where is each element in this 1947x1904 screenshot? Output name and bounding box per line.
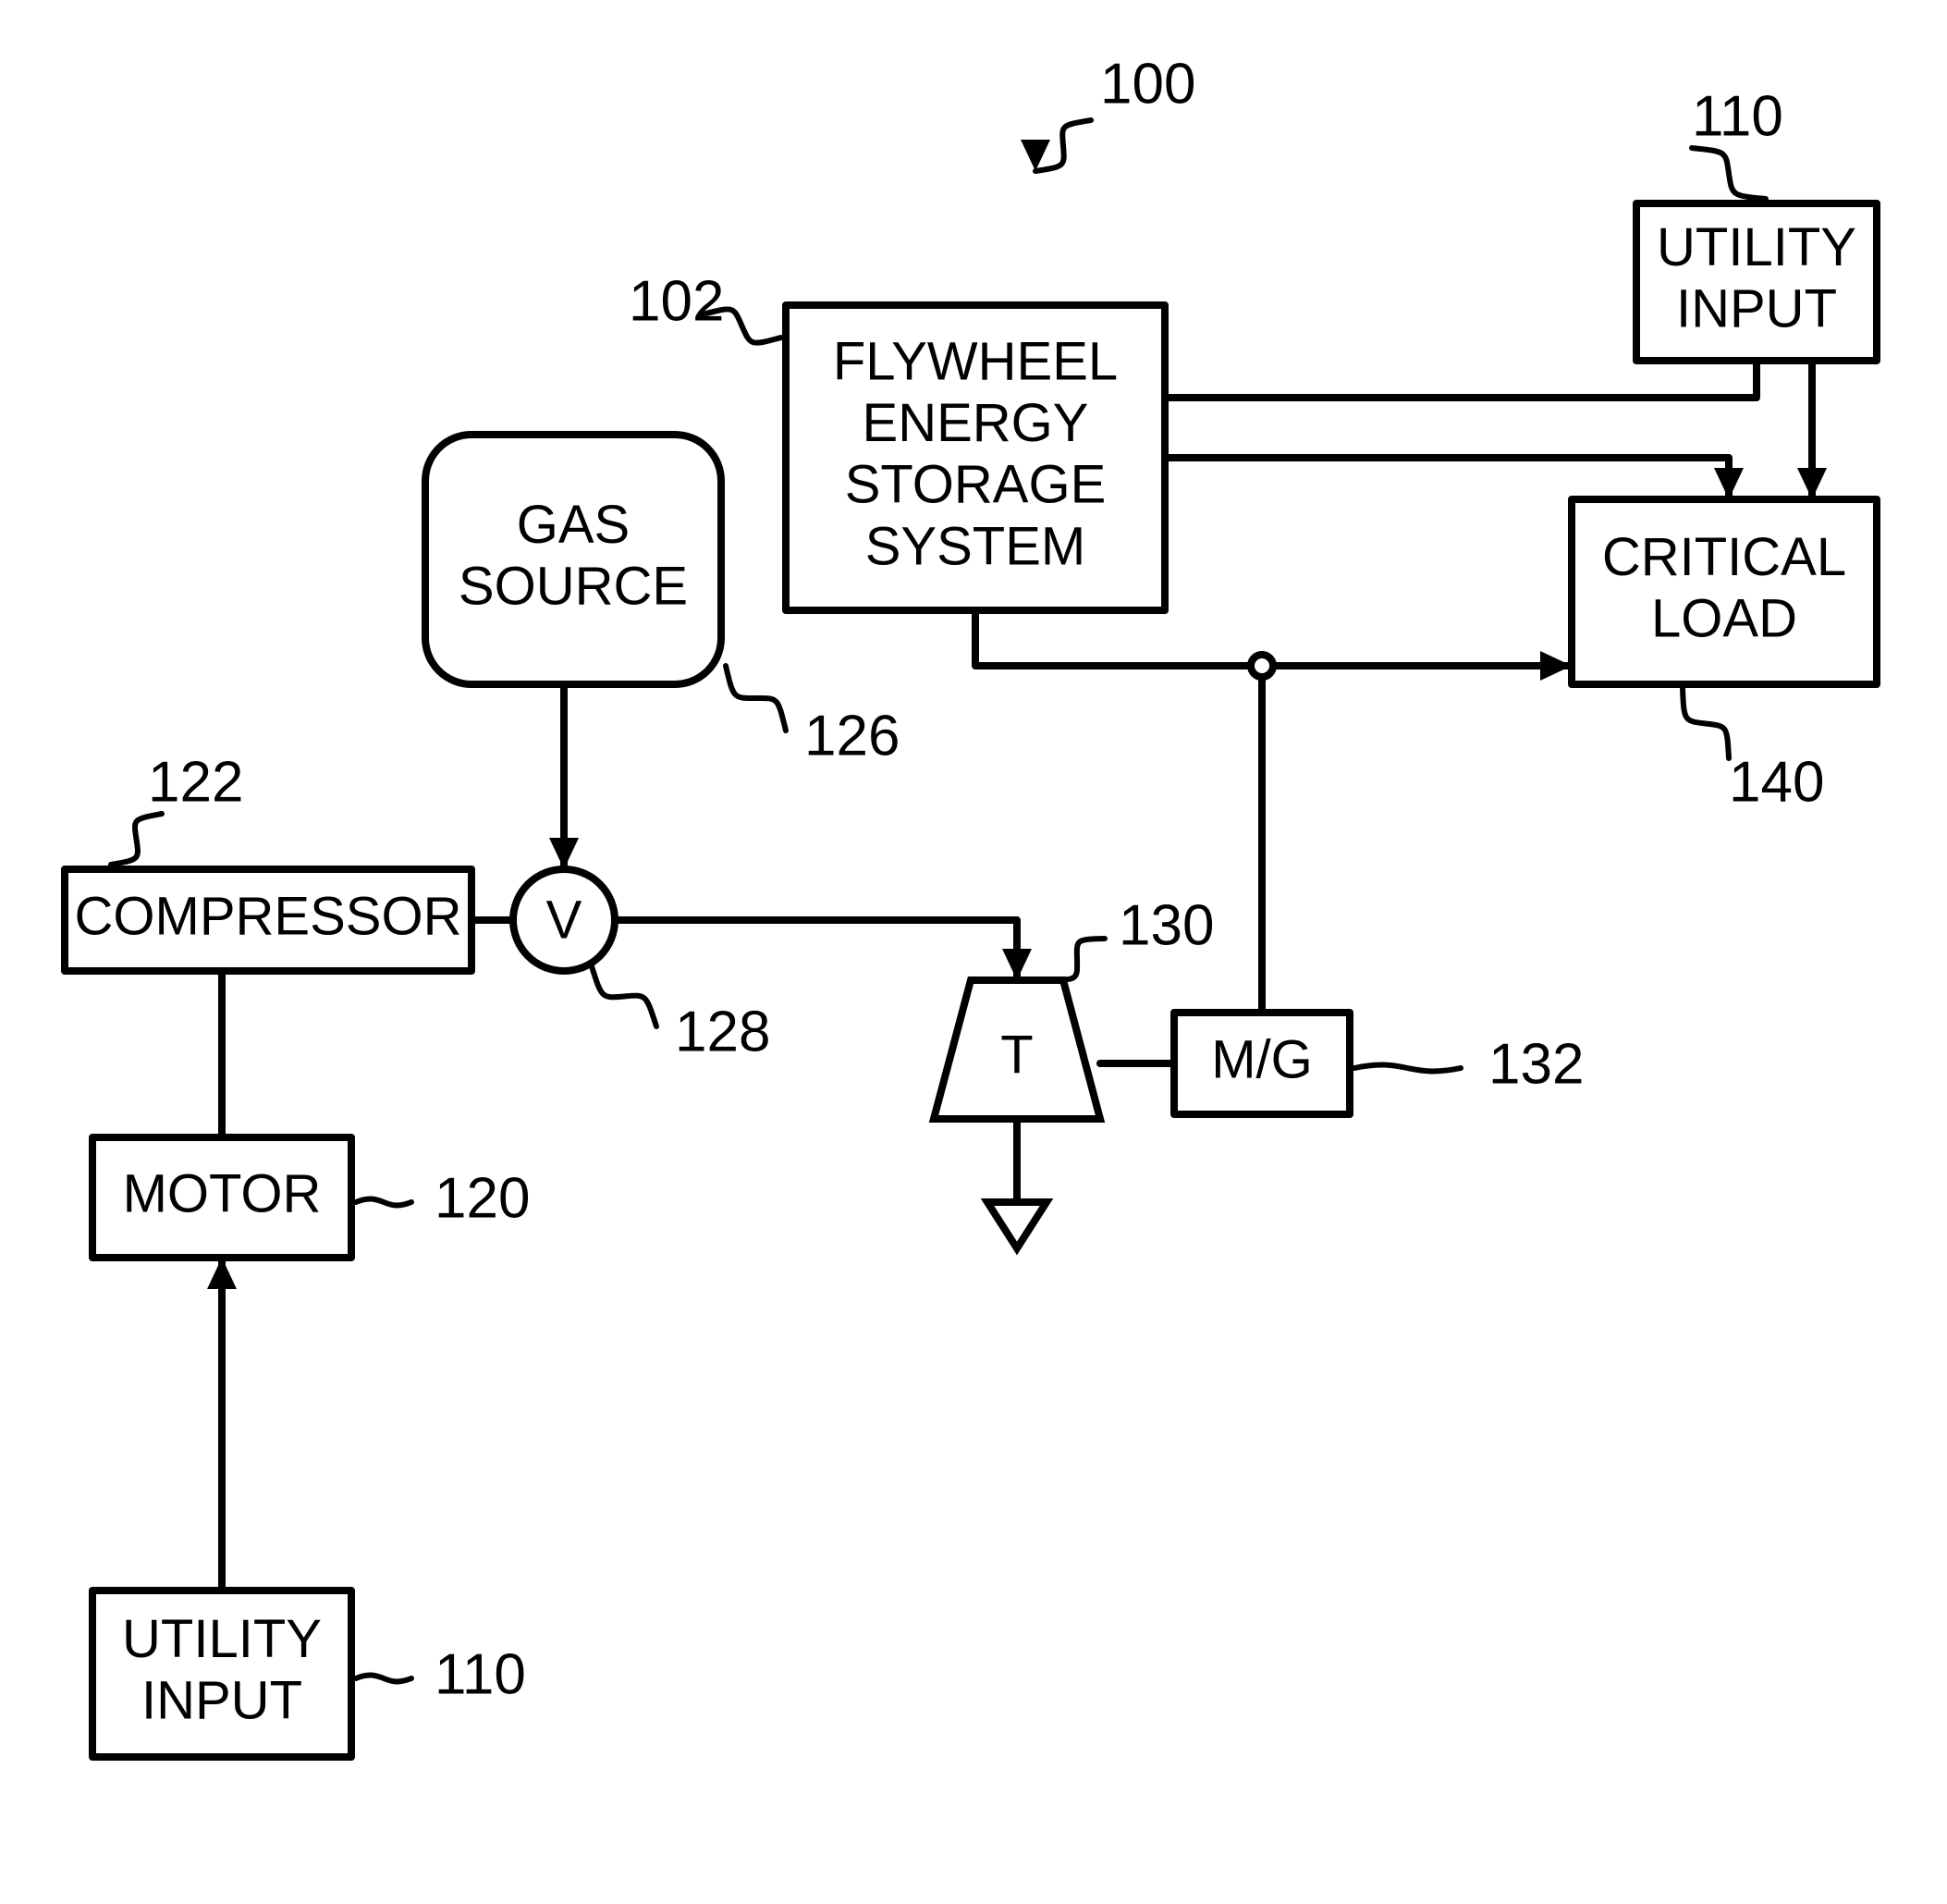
node-utility_bot-label-1: INPUT [141, 1671, 302, 1731]
ref-r130: 130 [1119, 893, 1214, 957]
arrowhead [1797, 468, 1827, 499]
leader-r122 [111, 814, 162, 865]
ref-r120: 120 [435, 1166, 530, 1230]
node-gas-label-0: GAS [517, 495, 631, 555]
node-valve-label: V [546, 890, 582, 950]
leader-r140 [1683, 689, 1729, 758]
exhaust-triangle [987, 1202, 1047, 1248]
leader-r110b [356, 1676, 411, 1682]
leader-r120 [356, 1199, 411, 1206]
ref-r132: 132 [1488, 1032, 1584, 1096]
node-compressor-label-0: COMPRESSOR [75, 886, 462, 946]
ref-r100: 100 [1100, 52, 1195, 116]
node-critical-label-1: LOAD [1651, 589, 1797, 649]
arrowhead [1021, 140, 1050, 171]
leader-r110a [1692, 148, 1766, 199]
arrowhead [549, 838, 579, 869]
node-gas-label-1: SOURCE [459, 557, 688, 617]
node-utility_top-label-1: INPUT [1676, 279, 1837, 339]
arrowhead [1002, 949, 1032, 980]
ref-r110a: 110 [1692, 84, 1783, 148]
ref-r122: 122 [148, 750, 243, 814]
edge-v-t [615, 920, 1017, 980]
node-turbine-label: T [1000, 1025, 1033, 1085]
node-flywheel-label-2: STORAGE [845, 455, 1107, 515]
ref-r126: 126 [804, 704, 900, 768]
node-motor-label-0: MOTOR [123, 1163, 322, 1223]
node-mg-label-0: M/G [1211, 1029, 1313, 1089]
node-utility_bot-label-0: UTILITY [122, 1609, 322, 1669]
junction-node [1251, 655, 1273, 677]
leader-r126 [726, 666, 786, 731]
arrowhead [1540, 651, 1572, 681]
block-diagram: UTILITYINPUTFLYWHEELENERGYSTORAGESYSTEMC… [0, 0, 1947, 1904]
ref-r102: 102 [629, 269, 724, 333]
ref-r128: 128 [675, 1000, 770, 1063]
node-critical-label-0: CRITICAL [1602, 527, 1846, 587]
leader-r130 [1049, 939, 1105, 980]
node-utility_top-label-0: UTILITY [1657, 217, 1856, 277]
ref-r140: 140 [1729, 750, 1824, 814]
leader-r128 [592, 966, 656, 1026]
arrowhead [207, 1258, 237, 1289]
node-flywheel-label-3: SYSTEM [865, 516, 1086, 576]
node-flywheel-label-0: FLYWHEEL [833, 331, 1118, 391]
leader-r132 [1354, 1065, 1461, 1072]
edge-fw-cl1 [1165, 458, 1729, 499]
node-flywheel-label-1: ENERGY [863, 393, 1089, 453]
arrowhead [1714, 468, 1744, 499]
ref-r110b: 110 [435, 1642, 526, 1706]
